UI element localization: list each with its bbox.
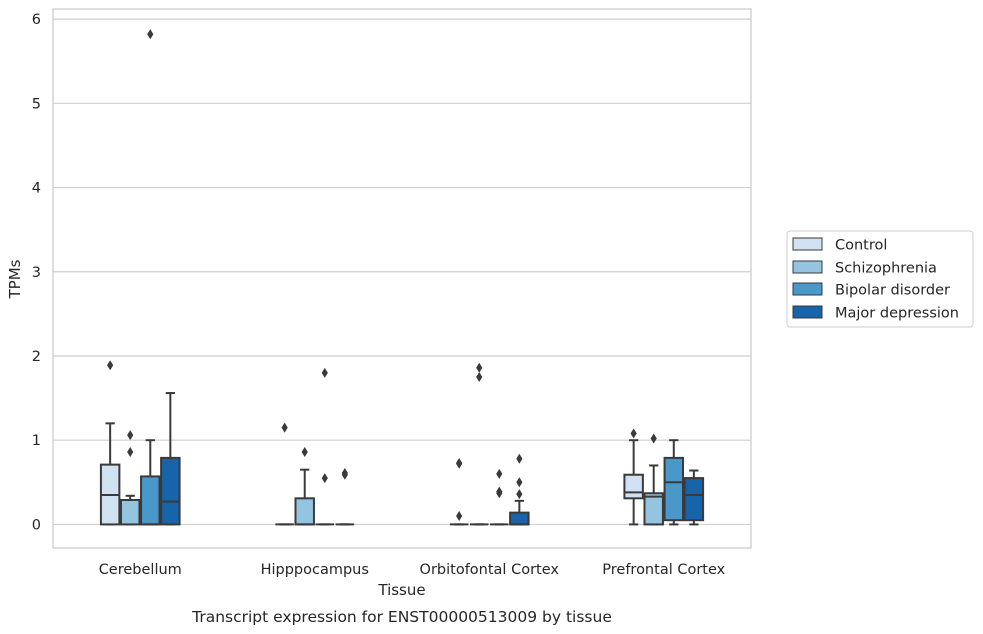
iqr-box <box>643 492 664 526</box>
outlier-point <box>650 433 657 444</box>
legend-item-control: Control <box>792 237 887 254</box>
box-bipolar-disorder <box>315 367 335 526</box>
iqr-box <box>683 477 705 522</box>
outlier-point <box>476 372 483 383</box>
outlier-point <box>301 446 308 457</box>
legend-item-bipolar-disorder: Bipolar disorder <box>792 282 950 299</box>
outlier-point <box>321 473 328 484</box>
x-tick-label: Cerebellum <box>99 562 182 578</box>
box-major-depression <box>335 468 355 526</box>
outlier-point <box>341 468 348 479</box>
outlier-point <box>516 453 523 464</box>
box-schizophrenia <box>643 433 664 526</box>
iqr-box <box>509 511 530 526</box>
y-tick-label: 6 <box>32 12 41 28</box>
outlier-point <box>476 362 483 373</box>
box-major-depression <box>160 392 181 526</box>
legend-frame <box>786 230 974 328</box>
y-tick-label: 5 <box>32 96 41 112</box>
x-tick-labels: Cerebellum Hipppocampus Orbitofontal Corte… <box>99 562 726 578</box>
outlier-point <box>456 510 463 521</box>
legend-item-schizophrenia: Schizophrenia <box>792 260 937 277</box>
y-tick-label: 1 <box>32 433 41 449</box>
gridlines <box>53 18 751 526</box>
box-schizophrenia <box>294 446 315 526</box>
outlier-point <box>456 457 463 468</box>
outlier-point <box>281 422 288 433</box>
iqr-box <box>119 498 141 526</box>
legend-swatch-control <box>792 237 823 251</box>
y-tick-label: 0 <box>32 517 41 533</box>
outlier-point <box>630 428 637 439</box>
x-axis-title: Tissue <box>377 581 425 599</box>
box-control <box>449 457 469 526</box>
iqr-box <box>294 497 315 526</box>
iqr-box <box>140 475 161 526</box>
iqr-box <box>663 456 685 522</box>
y-tick-label: 3 <box>32 265 41 281</box>
legend-label-control: Control <box>835 238 887 254</box>
legend-label-major-depression: Major depression <box>835 306 959 322</box>
box-bipolar-disorder <box>490 468 509 526</box>
plot-frame <box>52 8 752 549</box>
legend-label-bipolar-disorder: Bipolar disorder <box>835 283 950 299</box>
outlier-point <box>127 446 134 457</box>
y-axis-title: TPMs <box>6 259 24 299</box>
y-tick-label: 2 <box>32 349 41 365</box>
box-control <box>623 428 644 526</box>
x-tick-label: Prefrontal Cortex <box>602 562 725 578</box>
box-schizophrenia <box>119 430 141 526</box>
outlier-point <box>516 477 523 488</box>
legend-swatch-schizophrenia <box>792 260 823 274</box>
y-tick-labels: 0 1 2 3 4 5 6 <box>32 12 41 533</box>
y-tick-label: 4 <box>32 181 41 197</box>
outlier-point <box>107 360 114 371</box>
plot-area <box>53 9 751 548</box>
outlier-point <box>516 489 523 500</box>
iqr-box <box>623 473 644 500</box>
box-control <box>275 422 294 526</box>
legend-item-major-depression: Major depression <box>792 305 959 322</box>
box-major-depression <box>509 453 530 526</box>
x-tick-label: Hipppocampus <box>261 562 369 578</box>
legend: Control Schizophrenia Bipolar disorder M… <box>786 230 974 328</box>
box-control <box>99 360 121 526</box>
box-schizophrenia <box>469 362 489 526</box>
outlier-point <box>127 430 134 441</box>
figure-caption: Transcript expression for ENST0000051300… <box>191 608 612 626</box>
legend-swatch-major-depression <box>792 305 823 319</box>
outlier-point <box>321 367 328 378</box>
outlier-point <box>496 468 503 479</box>
iqr-box <box>160 456 181 526</box>
box-major-depression <box>683 469 705 526</box>
legend-label-schizophrenia: Schizophrenia <box>835 261 937 277</box>
box-bipolar-disorder <box>140 29 161 526</box>
box-series <box>99 29 705 526</box>
outlier-point <box>147 29 154 40</box>
x-tick-label: Orbitofontal Cortex <box>420 562 560 578</box>
legend-swatch-bipolar-disorder <box>792 282 823 296</box>
box-bipolar-disorder <box>663 439 685 526</box>
outlier-point <box>496 486 503 497</box>
